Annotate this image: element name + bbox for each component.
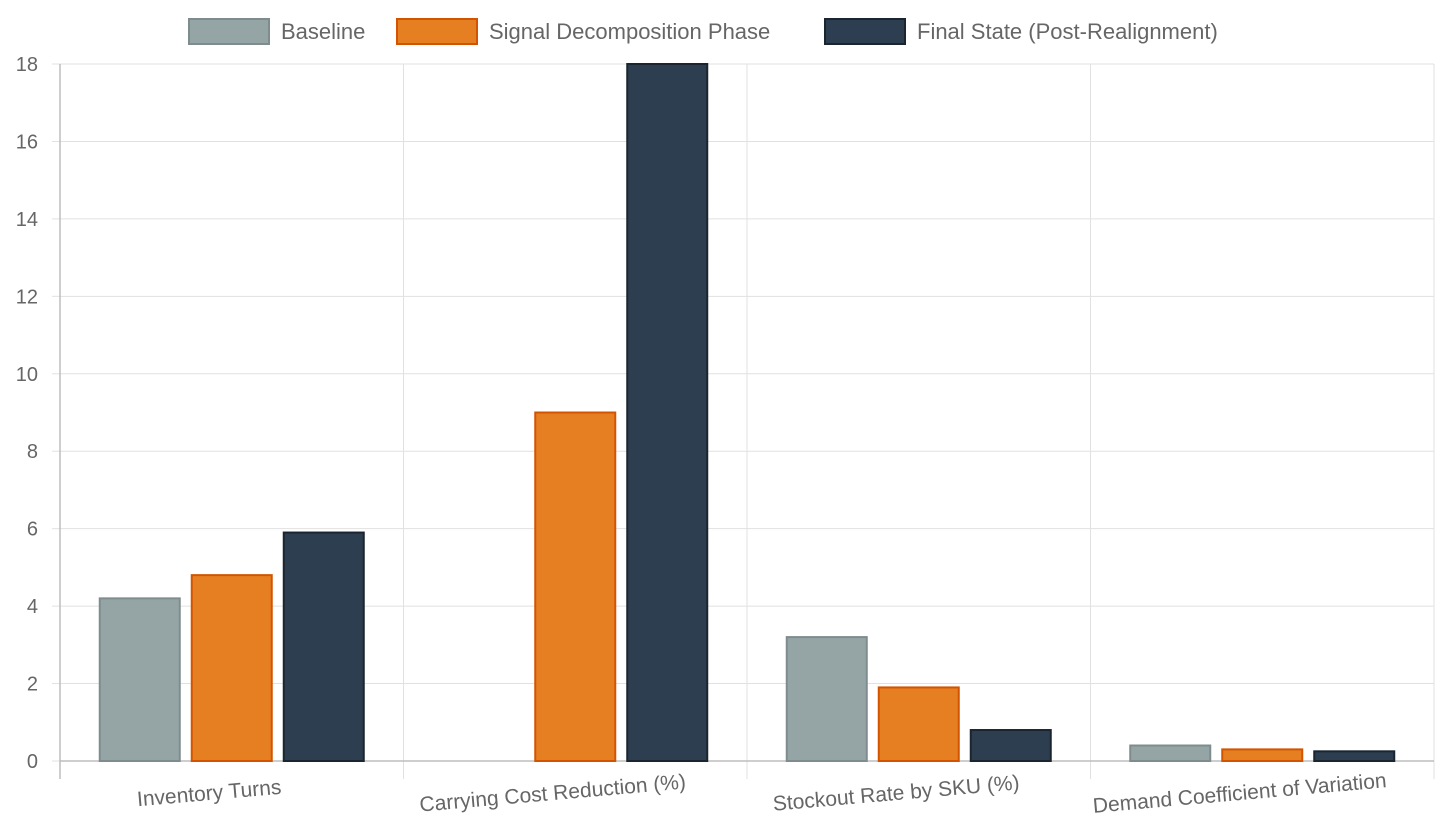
y-tick-label: 16 [16, 131, 38, 153]
bar-signal-decomposition-phase-2[interactable] [877, 686, 960, 763]
bar-signal-decomposition-phase-0[interactable] [190, 574, 273, 763]
x-category-label: Stockout Rate by SKU (%) [772, 771, 1021, 815]
legend-swatch[interactable] [396, 18, 478, 45]
y-tick-label: 14 [16, 209, 38, 231]
y-tick-label: 8 [27, 441, 38, 463]
bar-final-state-post-realignment-3[interactable] [1313, 750, 1396, 763]
y-tick-label: 12 [16, 286, 38, 308]
bar-final-state-post-realignment-0[interactable] [282, 531, 365, 762]
y-tick-labels: 0 2 4 6 8 10 12 14 16 18 [16, 54, 38, 773]
bar-signal-decomposition-phase-3[interactable] [1221, 748, 1304, 763]
legend-swatch[interactable] [188, 18, 270, 45]
x-category-label: Carrying Cost Reduction (%) [419, 770, 687, 816]
bar-signal-decomposition-phase-1[interactable] [534, 411, 617, 762]
x-category-label: Inventory Turns [136, 776, 282, 812]
gridlines [52, 63, 1435, 779]
y-tick-label: 10 [16, 364, 38, 386]
x-category-labels: Inventory Turns Carrying Cost Reduction (… [136, 769, 1387, 818]
legend-label[interactable]: Final State (Post-Realignment) [917, 19, 1218, 44]
bar-baseline-2[interactable] [785, 636, 868, 762]
y-tick-label: 18 [16, 54, 38, 76]
y-tick-label: 6 [27, 519, 38, 541]
bars [98, 63, 1396, 763]
bar-final-state-post-realignment-1[interactable] [626, 63, 709, 762]
bar-baseline-3[interactable] [1129, 744, 1212, 762]
legend-label[interactable]: Baseline [281, 19, 365, 44]
x-category-label: Demand Coefficient of Variation [1092, 769, 1387, 818]
y-tick-label: 4 [27, 596, 38, 618]
y-tick-label: 0 [27, 751, 38, 773]
legend-label[interactable]: Signal Decomposition Phase [489, 19, 770, 44]
bar-baseline-0[interactable] [98, 597, 181, 762]
bar-final-state-post-realignment-2[interactable] [969, 729, 1052, 762]
y-tick-label: 2 [27, 674, 38, 696]
legend: Baseline Signal Decomposition Phase Final … [188, 18, 1218, 45]
legend-swatch[interactable] [824, 18, 906, 45]
